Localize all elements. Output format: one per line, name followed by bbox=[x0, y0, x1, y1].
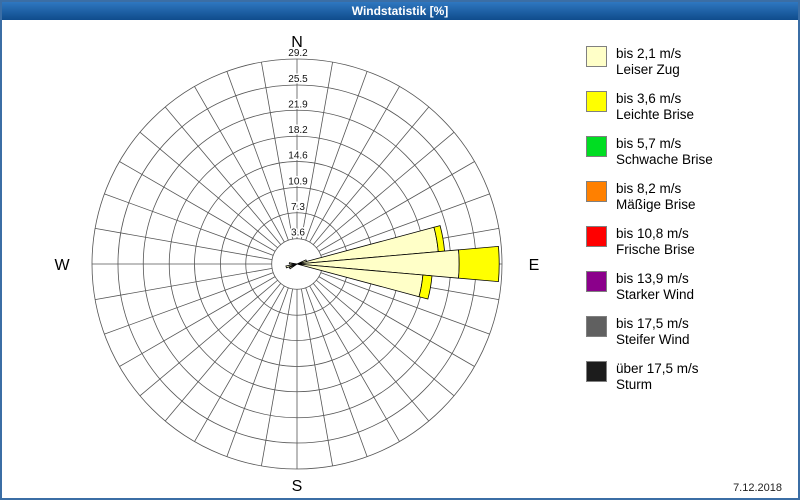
window-titlebar: Windstatistik [%] bbox=[2, 2, 798, 20]
grid-spoke bbox=[318, 161, 475, 252]
windrose-petal bbox=[285, 263, 298, 269]
legend-swatch bbox=[586, 46, 607, 67]
legend-label: über 17,5 m/s Sturm bbox=[616, 361, 699, 392]
grid-spoke bbox=[309, 86, 400, 243]
grid-spoke bbox=[119, 161, 276, 252]
grid-spoke bbox=[305, 287, 368, 457]
date-label: 7.12.2018 bbox=[733, 482, 782, 494]
legend-item: bis 5,7 m/s Schwache Brise bbox=[586, 136, 713, 168]
grid-spoke bbox=[300, 288, 333, 466]
ring-value-label: 21.9 bbox=[288, 99, 308, 110]
grid-spoke bbox=[226, 287, 289, 457]
legend: bis 2,1 m/s Leiser Zug bis 3,6 m/s Leichte … bbox=[586, 46, 713, 393]
legend-swatch bbox=[586, 316, 607, 337]
legend-swatch bbox=[586, 181, 607, 202]
grid-spoke bbox=[104, 193, 274, 256]
legend-swatch bbox=[586, 136, 607, 157]
legend-swatch bbox=[586, 361, 607, 382]
grid-spoke bbox=[95, 267, 273, 300]
ring-value-label: 18.2 bbox=[288, 125, 308, 136]
grid-spoke bbox=[139, 131, 278, 249]
compass-west-label: W bbox=[54, 257, 70, 274]
legend-item: bis 2,1 m/s Leiser Zug bbox=[586, 46, 713, 78]
compass-south-label: S bbox=[292, 478, 303, 495]
windrose-petal bbox=[458, 245, 500, 283]
window-title: Windstatistik [%] bbox=[351, 4, 449, 18]
grid-spoke bbox=[226, 71, 289, 241]
legend-label: bis 17,5 m/s Steifer Wind bbox=[616, 316, 690, 347]
legend-item: über 17,5 m/s Sturm bbox=[586, 361, 713, 393]
grid-spoke bbox=[320, 193, 490, 256]
grid-spoke bbox=[164, 106, 282, 245]
grid-spoke bbox=[164, 283, 282, 422]
legend-label: bis 8,2 m/s Mäßige Brise bbox=[616, 181, 696, 212]
grid-spoke bbox=[261, 62, 294, 240]
grid-spoke bbox=[104, 272, 274, 335]
grid-spoke bbox=[305, 71, 368, 241]
legend-label: bis 13,9 m/s Starker Wind bbox=[616, 271, 695, 302]
windrose-petal bbox=[418, 274, 433, 300]
ring-value-label: 29.2 bbox=[288, 48, 308, 59]
grid-spoke bbox=[300, 62, 333, 240]
ring-value-label: 7.3 bbox=[291, 202, 305, 213]
ring-value-label: 3.6 bbox=[291, 228, 305, 239]
legend-label: bis 2,1 m/s Leiser Zug bbox=[616, 46, 682, 77]
legend-item: bis 13,9 m/s Starker Wind bbox=[586, 271, 713, 303]
grid-spoke bbox=[309, 285, 400, 442]
grid-spoke bbox=[320, 272, 490, 335]
ring-value-label: 14.6 bbox=[288, 151, 308, 162]
legend-swatch bbox=[586, 91, 607, 112]
windrose-petal bbox=[296, 259, 307, 265]
grid-spoke bbox=[119, 276, 276, 367]
legend-label: bis 3,6 m/s Leichte Brise bbox=[616, 91, 695, 122]
legend-label: bis 10,8 m/s Frische Brise bbox=[616, 226, 695, 257]
ring-value-label: 25.5 bbox=[288, 74, 308, 85]
ring-value-label: 10.9 bbox=[288, 176, 308, 187]
grid-spoke bbox=[312, 106, 430, 245]
grid-spoke bbox=[261, 288, 294, 466]
legend-item: bis 3,6 m/s Leichte Brise bbox=[586, 91, 713, 123]
legend-item: bis 10,8 m/s Frische Brise bbox=[586, 226, 713, 258]
legend-item: bis 8,2 m/s Mäßige Brise bbox=[586, 181, 713, 213]
grid-spoke bbox=[95, 228, 273, 261]
legend-swatch bbox=[586, 226, 607, 247]
windrose-petal bbox=[288, 263, 298, 270]
legend-label: bis 5,7 m/s Schwache Brise bbox=[616, 136, 713, 167]
windrose-petal bbox=[288, 262, 298, 265]
grid-spoke bbox=[316, 279, 455, 397]
grid-spoke bbox=[194, 285, 285, 442]
grid-spoke bbox=[139, 279, 278, 397]
legend-item: bis 17,5 m/s Steifer Wind bbox=[586, 316, 713, 348]
grid-spoke bbox=[194, 86, 285, 243]
compass-north-label: N bbox=[291, 34, 303, 51]
legend-swatch bbox=[586, 271, 607, 292]
compass-east-label: E bbox=[529, 257, 540, 274]
grid-spoke bbox=[316, 131, 455, 249]
grid-spoke bbox=[318, 276, 475, 367]
grid-spoke bbox=[312, 283, 430, 422]
